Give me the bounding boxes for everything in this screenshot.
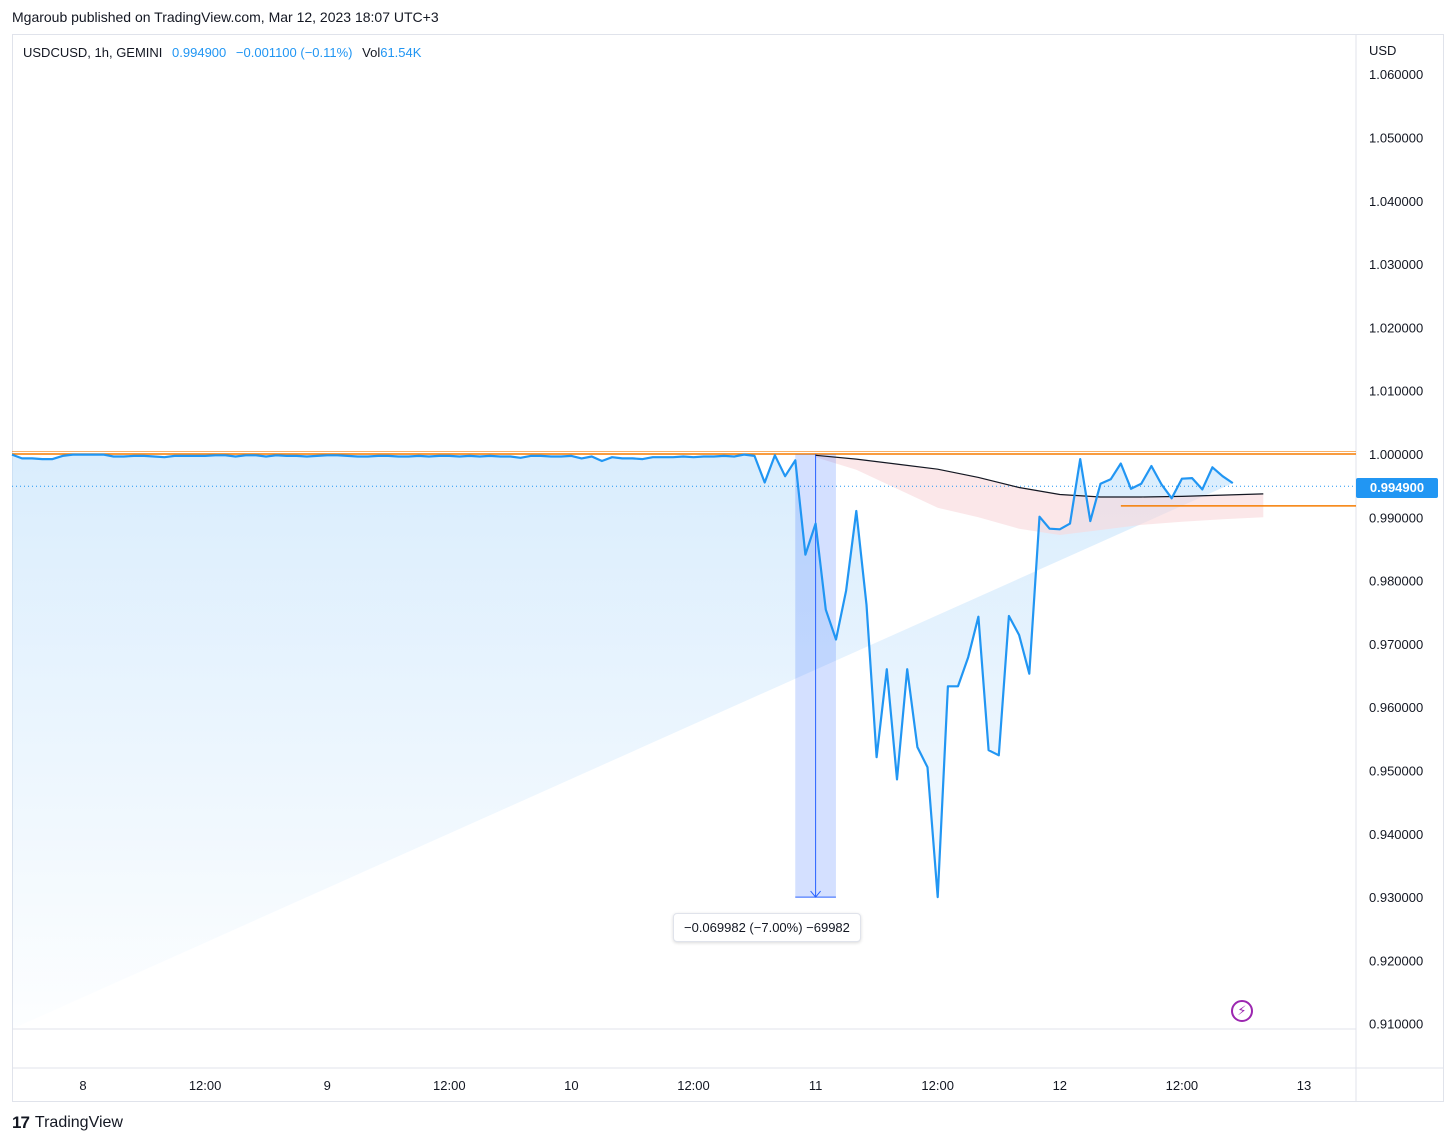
price-axis-currency[interactable]: USD bbox=[1369, 43, 1397, 58]
time-axis-tick: 11 bbox=[809, 1078, 823, 1093]
price-axis-tick: 1.010000 bbox=[1369, 384, 1423, 399]
publish-info: Mgaroub published on TradingView.com, Ma… bbox=[12, 9, 439, 25]
price-axis-tick: 1.040000 bbox=[1369, 194, 1423, 209]
price-axis-tick: 1.000000 bbox=[1369, 447, 1423, 462]
price-axis-tick: 0.940000 bbox=[1369, 827, 1423, 842]
tradingview-mark-icon: 17 bbox=[12, 1113, 30, 1132]
time-axis-tick: 9 bbox=[324, 1078, 331, 1093]
price-axis-tick: 0.970000 bbox=[1369, 637, 1423, 652]
time-axis-tick: 10 bbox=[564, 1078, 578, 1093]
indicator-cloud bbox=[815, 455, 1264, 535]
time-axis-tick: 12:00 bbox=[1166, 1078, 1199, 1093]
price-axis-tick: 1.060000 bbox=[1369, 67, 1423, 82]
legend-last-price: 0.994900 bbox=[172, 45, 227, 60]
price-axis-tick: 0.910000 bbox=[1369, 1017, 1423, 1032]
time-axis-tick: 8 bbox=[79, 1078, 86, 1093]
price-axis-tick: 1.030000 bbox=[1369, 257, 1423, 272]
legend-volume-value: 61.54K bbox=[380, 45, 422, 60]
price-axis-tick: 0.920000 bbox=[1369, 953, 1423, 968]
last-price-badge: 0.994900 bbox=[1356, 478, 1438, 498]
measure-label: −0.069982 (−7.00%) −69982 bbox=[673, 913, 861, 942]
chart-legend: USDCUSD, 1h, GEMINI 0.994900 −0.001100 (… bbox=[23, 45, 427, 60]
price-area-fill bbox=[12, 454, 1233, 1030]
price-axis-tick: 1.020000 bbox=[1369, 320, 1423, 335]
price-axis-tick: 0.930000 bbox=[1369, 890, 1423, 905]
tradingview-brand: TradingView bbox=[34, 1114, 123, 1131]
tradingview-logo[interactable]: 17 TradingView bbox=[12, 1113, 123, 1133]
time-axis-tick: 12:00 bbox=[433, 1078, 466, 1093]
price-series-line[interactable] bbox=[11, 453, 1234, 899]
time-axis-tick: 12:00 bbox=[677, 1078, 710, 1093]
time-axis-tick: 12 bbox=[1053, 1078, 1067, 1093]
legend-volume-label: Vol bbox=[362, 45, 381, 60]
price-axis-tick: 0.990000 bbox=[1369, 510, 1423, 525]
time-axis-tick: 12:00 bbox=[189, 1078, 222, 1093]
price-axis-tick: 0.960000 bbox=[1369, 700, 1423, 715]
time-axis-tick: 12:00 bbox=[921, 1078, 954, 1093]
moving-average-line[interactable] bbox=[815, 454, 1264, 498]
time-axis-tick: 13 bbox=[1297, 1078, 1311, 1093]
legend-change: −0.001100 (−0.11%) bbox=[235, 45, 353, 60]
price-axis-tick: 0.950000 bbox=[1369, 764, 1423, 779]
lightning-icon[interactable]: ⚡ bbox=[1231, 1000, 1253, 1022]
legend-symbol[interactable]: USDCUSD, 1h, GEMINI bbox=[23, 45, 163, 60]
price-axis-tick: 1.050000 bbox=[1369, 131, 1423, 146]
price-axis-tick: 0.980000 bbox=[1369, 574, 1423, 589]
